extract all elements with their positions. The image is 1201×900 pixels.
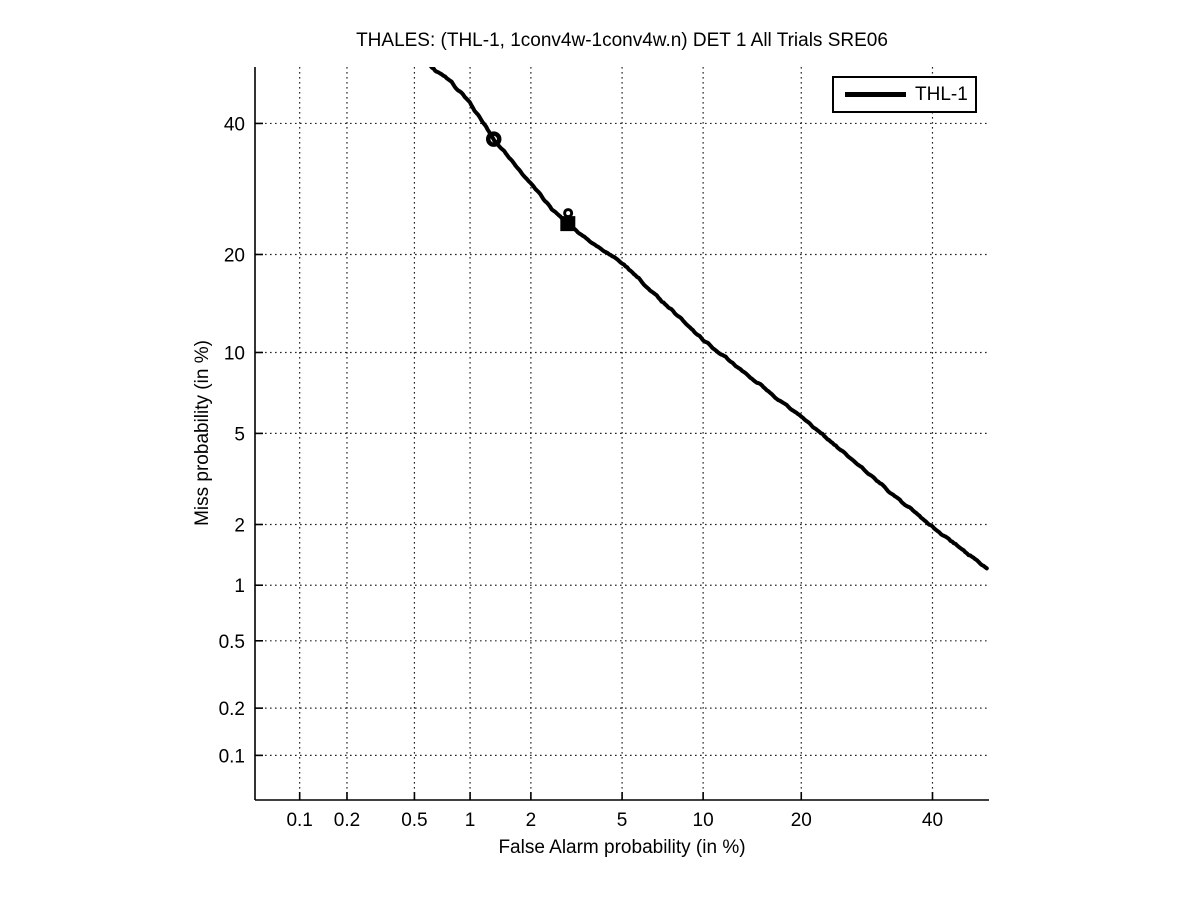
operating-point-circle-marker-1 xyxy=(563,208,574,219)
x-tick-label: 20 xyxy=(791,810,812,831)
y-axis-label: Miss probability (in %) xyxy=(192,340,213,526)
x-axis-label: False Alarm probability (in %) xyxy=(498,837,746,858)
y-tick-label: 2 xyxy=(234,515,245,536)
operating-point-square-marker-2 xyxy=(560,216,576,232)
y-tick-label: 5 xyxy=(234,424,245,445)
x-tick-label: 0.5 xyxy=(401,810,427,831)
x-tick-label: 5 xyxy=(617,810,628,831)
det-curve-thl-1 xyxy=(428,67,989,571)
operating-point-circle-marker-0 xyxy=(485,131,502,147)
y-tick-label: 20 xyxy=(224,245,245,266)
y-tick-label: 40 xyxy=(224,114,245,135)
y-tick-label: 0.2 xyxy=(219,699,245,720)
x-tick-label: 10 xyxy=(693,810,714,831)
x-tick-label: 0.1 xyxy=(286,810,312,831)
y-tick-label: 10 xyxy=(224,343,245,364)
legend: THL-1 xyxy=(832,76,977,113)
legend-line-sample xyxy=(845,92,906,97)
x-tick-label: 0.2 xyxy=(334,810,360,831)
x-tick-label: 2 xyxy=(526,810,537,831)
y-tick-label: 1 xyxy=(234,576,245,597)
x-tick-label: 1 xyxy=(465,810,476,831)
y-tick-label: 0.1 xyxy=(219,746,245,767)
y-tick-label: 0.5 xyxy=(219,632,245,653)
chart-title: THALES: (THL-1, 1conv4w-1conv4w.n) DET 1… xyxy=(356,30,888,51)
x-tick-label: 40 xyxy=(922,810,943,831)
legend-entry-label: THL-1 xyxy=(915,84,968,105)
